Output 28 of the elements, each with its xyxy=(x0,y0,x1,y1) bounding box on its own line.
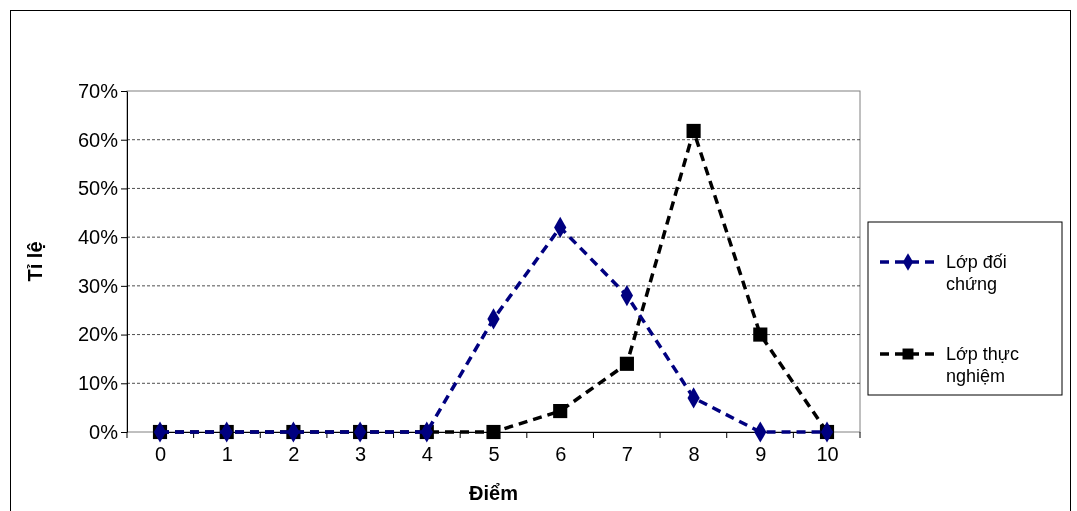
y-tick-label: 0% xyxy=(89,420,119,443)
y-tick-label: 60% xyxy=(77,128,119,151)
x-tick-label: 3 xyxy=(355,443,367,465)
y-tick-label: 70% xyxy=(77,79,119,102)
point xyxy=(553,403,568,419)
y-tick-label: 30% xyxy=(77,274,119,297)
x-tick-label: 4 xyxy=(421,443,433,465)
y-tick-label: 20% xyxy=(77,323,119,346)
y-tick-label: 40% xyxy=(77,226,119,249)
y-axis-title: Tỉ lệ xyxy=(24,241,46,282)
x-tick-label: 6 xyxy=(555,443,567,465)
legend-label: Lớp thực nghiệm xyxy=(946,344,1019,386)
x-tick-label: 9 xyxy=(755,443,767,465)
x-axis-title: Điểm xyxy=(469,482,518,504)
x-tick-label: 1 xyxy=(221,443,233,465)
x-tick-label: 5 xyxy=(488,443,500,465)
x-tick-label: 2 xyxy=(288,443,300,465)
point xyxy=(486,424,501,440)
x-tick-label: 10 xyxy=(816,443,839,465)
point xyxy=(686,123,701,139)
y-tick-label: 50% xyxy=(77,177,119,200)
x-tick-label: 7 xyxy=(621,443,633,465)
x-tick-label: 8 xyxy=(688,443,700,465)
y-tick-label: 10% xyxy=(77,372,119,395)
x-tick-label: 0 xyxy=(154,443,167,465)
legend-label: Lớp đối chứng xyxy=(946,252,1007,294)
point xyxy=(753,327,768,342)
point xyxy=(619,356,634,371)
